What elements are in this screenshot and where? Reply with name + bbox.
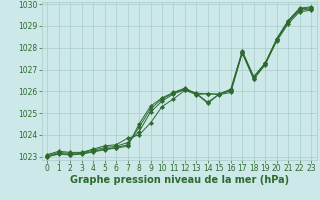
X-axis label: Graphe pression niveau de la mer (hPa): Graphe pression niveau de la mer (hPa) [70,175,289,185]
